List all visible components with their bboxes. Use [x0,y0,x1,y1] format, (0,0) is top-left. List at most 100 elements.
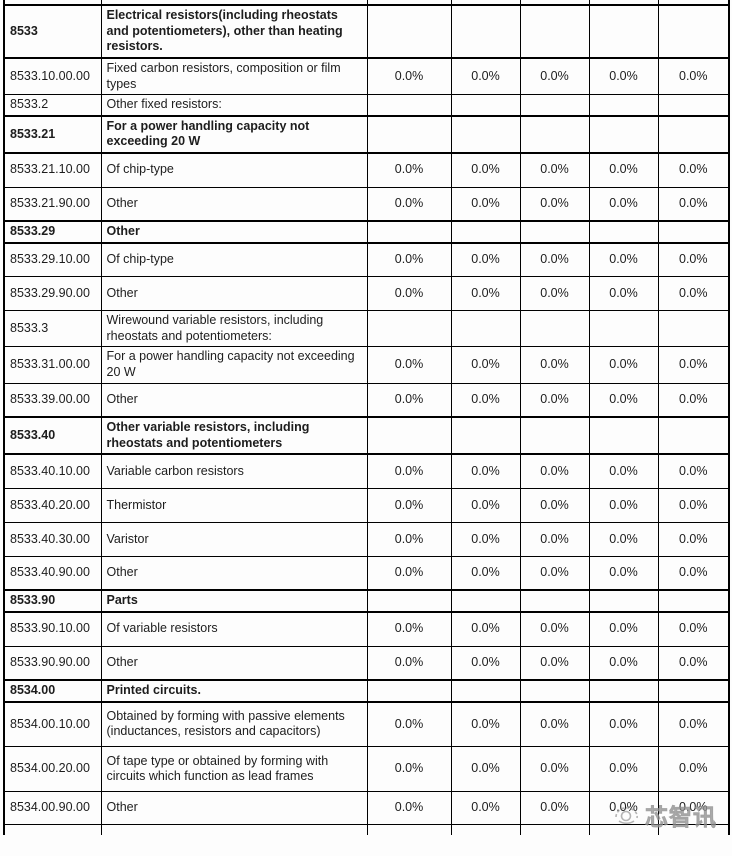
duty-rate-cell: 0.0% [588,276,659,312]
duty-rate-cell: 0.0% [366,346,452,384]
duty-rate-cell: 0.0% [588,611,659,647]
duty-rate-cell: 0.0% [366,276,452,312]
hs-code-cell: 8534.00.10.00 [3,701,102,748]
duty-rate-cell: 0.0% [588,186,659,222]
duty-rate-cell [366,824,452,835]
hs-code-cell: 8534.00 [3,679,102,703]
duty-rate-cell: 0.0% [450,152,521,188]
description-cell: Other [100,382,368,418]
duty-rate-cell: 0.0% [657,242,730,278]
table-row: 8533.40.90.00 Other 0.0% 0.0% 0.0% 0.0% 0.0% [3,555,730,591]
description-cell: Obtained by forming with passive element… [100,701,368,748]
duty-rate-cell: 0.0% [450,746,521,793]
description-cell: Fixed carbon resistors, composition or f… [100,57,368,96]
description-cell: Thermistor [100,487,368,523]
hs-code-cell: 8533.40.10.00 [3,453,102,489]
duty-rate-cell: 0.0% [366,487,452,523]
hs-code-cell [3,824,102,835]
duty-rate-cell: 0.0% [657,152,730,188]
duty-rate-cell [657,310,730,348]
duty-rate-cell [366,679,452,703]
duty-rate-cell: 0.0% [450,487,521,523]
duty-rate-cell: 0.0% [450,453,521,489]
duty-rate-cell: 0.0% [450,701,521,748]
duty-rate-cell: 0.0% [366,382,452,418]
duty-rate-cell [450,416,521,456]
duty-rate-cell: 0.0% [657,645,730,681]
duty-rate-cell: 0.0% [588,57,659,96]
duty-rate-cell [657,114,730,155]
duty-rate-cell: 0.0% [450,346,521,384]
duty-rate-cell [588,679,659,703]
duty-rate-cell: 0.0% [366,645,452,681]
description-cell: Other [100,276,368,312]
table-row: 8533.39.00.00 Other 0.0% 0.0% 0.0% 0.0% 0.0% [3,382,730,418]
hs-code-cell: 8533.29.90.00 [3,276,102,312]
duty-rate-cell [588,589,659,613]
table-row: 8533.29.10.00 Of chip-type 0.0% 0.0% 0.0% 0.0… [3,242,730,278]
duty-rate-cell: 0.0% [588,791,659,826]
duty-rate-cell [450,310,521,348]
duty-rate-cell [450,824,521,835]
duty-rate-cell [519,114,590,155]
hs-code-cell: 8533.40.30.00 [3,521,102,557]
hs-code-cell: 8533.40 [3,416,102,456]
duty-rate-cell: 0.0% [519,346,590,384]
hs-code-cell: 8533.31.00.00 [3,346,102,384]
hs-code-cell: 8533.90.10.00 [3,611,102,647]
hs-code-cell: 8533.21.90.00 [3,186,102,222]
table-row: 8533.3 Wirewound variable resistors, incl… [3,310,730,348]
duty-rate-cell: 0.0% [366,152,452,188]
duty-rate-cell: 0.0% [657,382,730,418]
duty-rate-cell: 0.0% [519,555,590,591]
duty-rate-cell: 0.0% [366,453,452,489]
description-cell: Other [100,220,368,244]
duty-rate-cell: 0.0% [657,701,730,748]
duty-rate-cell [366,4,452,59]
hs-code-cell: 8533.2 [3,94,102,117]
table-row: 8534.00 Printed circuits. [3,679,730,703]
description-cell: Of chip-type [100,152,368,188]
duty-rate-cell [657,824,730,835]
duty-rate-cell: 0.0% [366,57,452,96]
table-row: 8533.90.90.00 Other 0.0% 0.0% 0.0% 0.0% 0.0% [3,645,730,681]
duty-rate-cell [588,114,659,155]
duty-rate-cell: 0.0% [366,611,452,647]
description-cell: Parts [100,589,368,613]
duty-rate-cell: 0.0% [519,152,590,188]
duty-rate-cell [657,589,730,613]
duty-rate-cell: 0.0% [657,276,730,312]
hs-code-cell: 8534.00.20.00 [3,746,102,793]
description-cell: Varistor [100,521,368,557]
duty-rate-cell [657,94,730,117]
description-cell: Other [100,791,368,826]
duty-rate-cell: 0.0% [450,242,521,278]
duty-rate-cell: 0.0% [588,453,659,489]
hs-code-cell: 8533.39.00.00 [3,382,102,418]
duty-rate-cell: 0.0% [657,487,730,523]
description-cell: For a power handling capacity not exceed… [100,346,368,384]
duty-rate-cell: 0.0% [519,701,590,748]
duty-rate-cell [450,4,521,59]
table-row: 8533.40 Other variable resistors, includi… [3,416,730,456]
duty-rate-cell: 0.0% [588,382,659,418]
description-cell [100,824,368,835]
duty-rate-cell: 0.0% [450,645,521,681]
table-row: 8534.00.90.00 Other 0.0% 0.0% 0.0% 0.0% 0.0% [3,791,730,826]
duty-rate-cell: 0.0% [588,521,659,557]
duty-rate-cell [450,94,521,117]
description-cell: Of tape type or obtained by forming with… [100,746,368,793]
duty-rate-cell [519,310,590,348]
table-row: 8533.21 For a power handling capacity not… [3,114,730,155]
description-cell: Wirewound variable resistors, including … [100,310,368,348]
duty-rate-cell [519,4,590,59]
duty-rate-cell: 0.0% [519,186,590,222]
table-row-partial [3,824,730,835]
duty-rate-cell [519,589,590,613]
duty-rate-cell: 0.0% [450,611,521,647]
description-cell: Of chip-type [100,242,368,278]
table-row: 8533.31.00.00 For a power handling capaci… [3,346,730,384]
description-cell: Other [100,555,368,591]
table-row: 8533.90 Parts [3,589,730,613]
hs-code-cell: 8533.29 [3,220,102,244]
